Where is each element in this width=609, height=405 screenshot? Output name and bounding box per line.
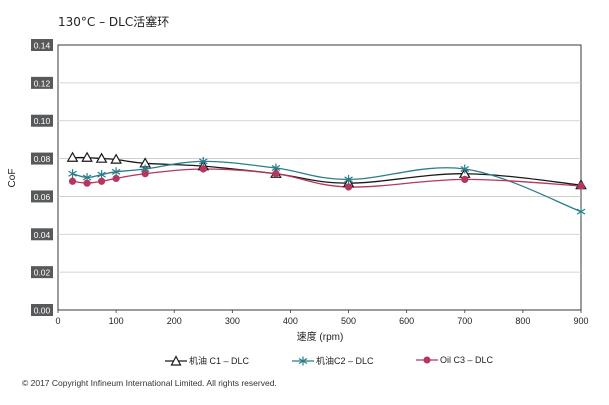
y-tick-label: 0.06 bbox=[34, 192, 51, 202]
legend-item-series3: Oil C3 – DLC bbox=[416, 354, 493, 366]
y-tick-label: 0.10 bbox=[34, 116, 51, 126]
legend-label-series3: Oil C3 – DLC bbox=[440, 355, 494, 365]
x-tick-label: 500 bbox=[341, 316, 356, 326]
legend-label-series1: 机油 C1 – DLC bbox=[189, 356, 250, 366]
circle-marker bbox=[83, 179, 91, 187]
y-tick-label: 0.08 bbox=[34, 154, 51, 164]
legend-item-series2: 机油C2 – DLC bbox=[292, 354, 374, 367]
circle-marker bbox=[97, 177, 106, 185]
x-tick-label: 200 bbox=[167, 316, 182, 326]
triangle-marker bbox=[81, 151, 93, 162]
asterisk-marker bbox=[344, 174, 353, 184]
circle-marker bbox=[461, 175, 469, 183]
triangle-marker bbox=[110, 153, 122, 164]
triangle-marker-icon bbox=[165, 354, 187, 366]
y-tick-label: 0.04 bbox=[34, 230, 51, 240]
x-tick-label: 800 bbox=[515, 316, 530, 326]
asterisk-marker-icon bbox=[292, 356, 314, 365]
x-tick-label: 0 bbox=[55, 316, 60, 326]
circle-marker bbox=[141, 170, 149, 178]
circle-marker bbox=[577, 182, 585, 190]
circle-marker bbox=[272, 170, 280, 178]
legend-item-series1: 机油 C1 – DLC bbox=[165, 354, 249, 367]
asterisk-marker bbox=[68, 169, 77, 179]
legend: 机油 C1 – DLC 机油C2 – DLC Oil C3 – DLC bbox=[0, 354, 609, 370]
y-tick-label-bg bbox=[31, 76, 53, 89]
y-tick-label-bg bbox=[31, 152, 53, 165]
x-axis-label: 速度 (rpm) bbox=[297, 330, 344, 343]
y-tick-label: 0.02 bbox=[34, 268, 51, 278]
copyright-footer: © 2017 Copyright Infineum International … bbox=[22, 378, 277, 388]
y-tick-label-bg bbox=[31, 304, 53, 316]
y-tick-label-bg bbox=[31, 114, 53, 127]
triangle-marker bbox=[95, 152, 108, 163]
y-tick-label-bg bbox=[31, 266, 53, 279]
asterisk-marker bbox=[97, 170, 106, 180]
y-tick-labels: 0.00 0.02 0.04 0.06 0.08 0.10 0.12 0.14 bbox=[31, 39, 53, 316]
asterisk-marker bbox=[198, 156, 208, 166]
y-tick-label: 0.14 bbox=[34, 41, 51, 51]
triangle-marker bbox=[66, 151, 79, 162]
circle-marker bbox=[199, 165, 207, 173]
y-tick-label: 0.00 bbox=[34, 306, 51, 316]
x-tick-label: 900 bbox=[573, 316, 588, 326]
chart-title: 130°C – DLC活塞环 bbox=[58, 15, 170, 29]
y-tick-label-bg bbox=[31, 228, 53, 241]
legend-label-series2: 机油C2 – DLC bbox=[316, 356, 374, 366]
circle-marker-icon bbox=[416, 356, 438, 364]
x-tick-label: 100 bbox=[109, 316, 124, 326]
x-tick-label: 400 bbox=[283, 316, 298, 326]
y-tick-label-bg bbox=[31, 39, 53, 51]
x-tick-labels: 0 100 200 300 400 500 600 700 800 900 bbox=[55, 310, 589, 326]
x-tick-label: 300 bbox=[225, 316, 240, 326]
asterisk-marker bbox=[460, 164, 470, 174]
y-tick-label: 0.12 bbox=[34, 78, 51, 88]
circle-marker bbox=[68, 177, 77, 185]
circle-marker bbox=[344, 183, 353, 191]
x-tick-label: 700 bbox=[457, 316, 472, 326]
series-markers bbox=[66, 151, 587, 217]
y-axis-label: CoF bbox=[7, 169, 18, 188]
x-tick-label: 600 bbox=[399, 316, 414, 326]
asterisk-marker bbox=[111, 167, 121, 177]
asterisk-marker bbox=[576, 207, 586, 217]
circle-marker bbox=[112, 174, 120, 183]
y-tick-label-bg bbox=[31, 190, 53, 203]
